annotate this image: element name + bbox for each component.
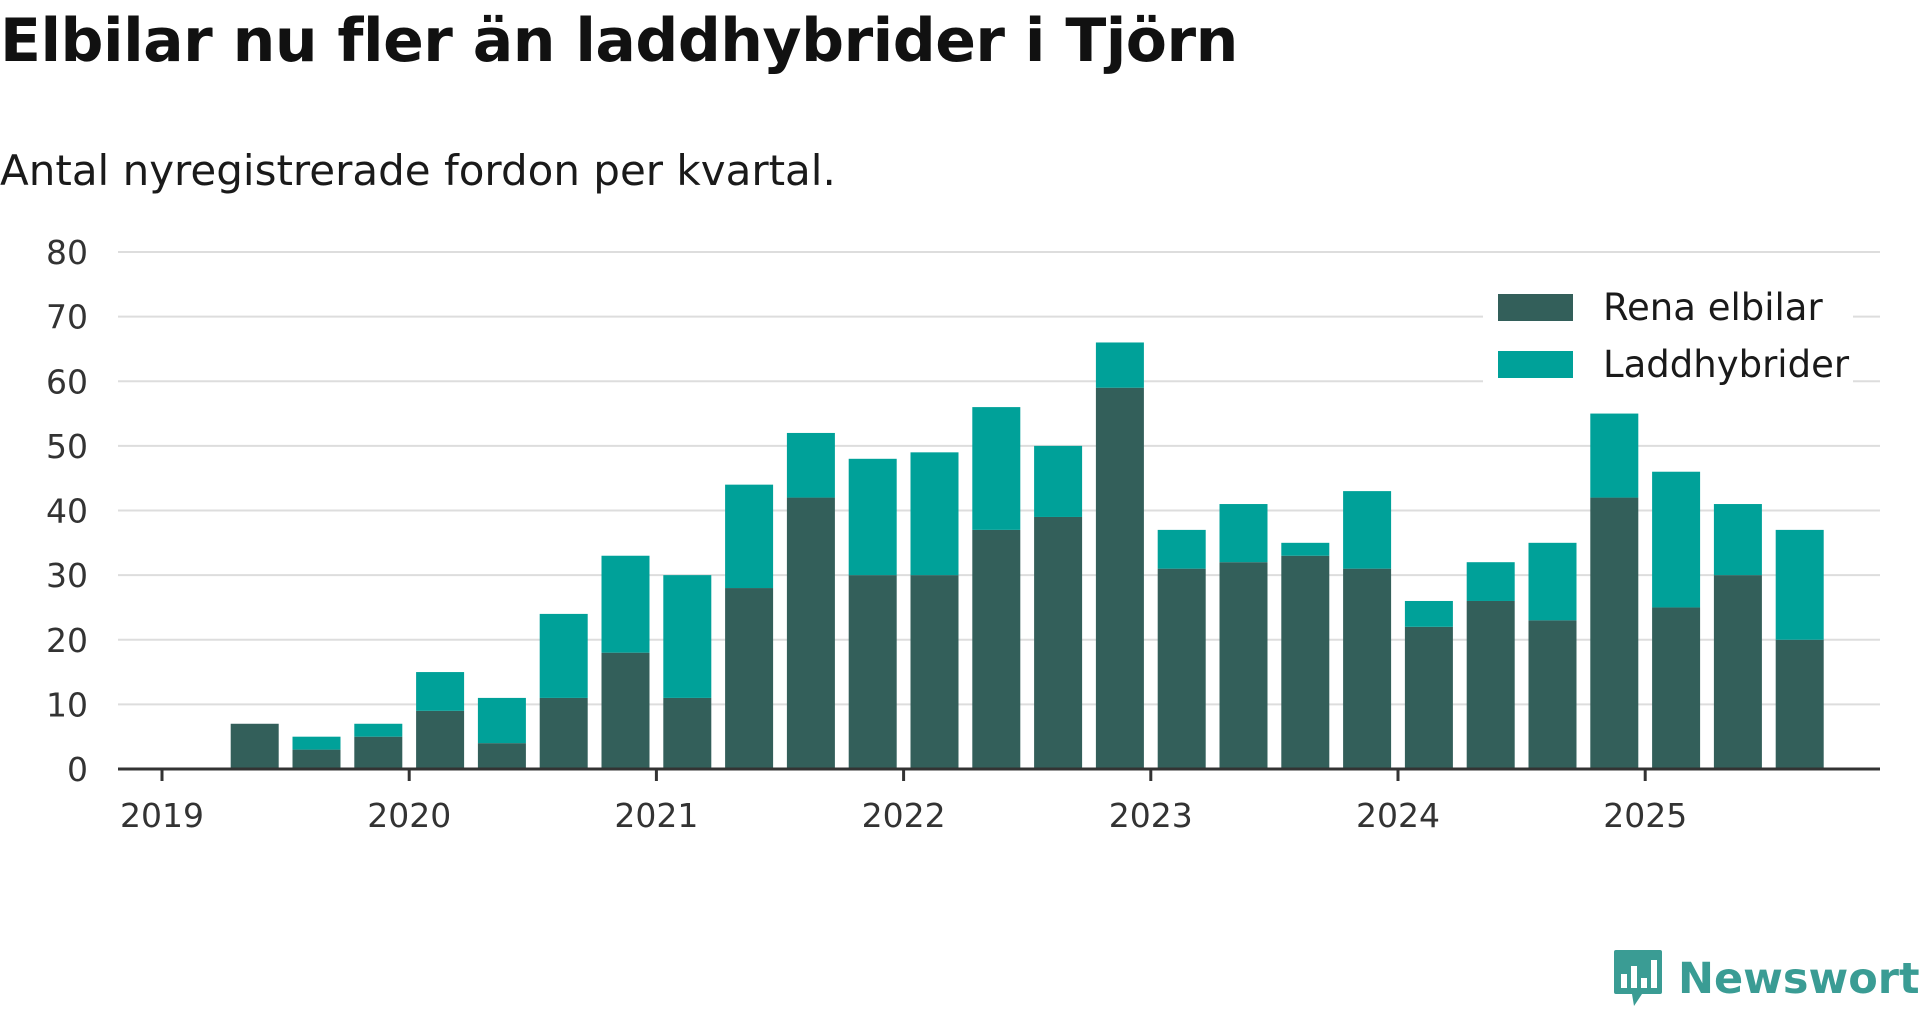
bar-laddhybrider-2022-q3	[1034, 445, 1083, 517]
bar-rena-elbilar-2022-q2	[972, 529, 1021, 769]
bar-rena-elbilar-2023-q1	[1157, 568, 1206, 769]
x-tick-label: 2023	[1109, 796, 1193, 835]
y-tick-label: 0	[67, 750, 88, 789]
bar-rena-elbilar-2024-q2	[1466, 600, 1515, 769]
y-tick-label: 30	[46, 556, 88, 595]
bar-rena-elbilar-2019-q3	[292, 749, 341, 769]
bar-laddhybrider-2020-q1	[416, 672, 465, 711]
bar-laddhybrider-2025-q1	[1652, 471, 1701, 608]
bar-rena-elbilar-2020-q1	[416, 710, 465, 769]
bar-laddhybrider-2025-q2	[1713, 504, 1762, 576]
bar-chart-speech-icon	[1614, 950, 1662, 1006]
legend-label-laddhybrider: Laddhybrider	[1603, 343, 1850, 386]
bar-laddhybrider-2023-q3	[1281, 542, 1330, 556]
axes: 0 10 20 30 40 50 60 70 80 2019 2020 2021 2022 2023 202…	[46, 233, 1880, 835]
x-tick-label: 2020	[367, 796, 451, 835]
bar-laddhybrider-2024-q4	[1590, 413, 1639, 498]
y-tick-label: 40	[46, 492, 88, 531]
bar-laddhybrider-2023-q4	[1343, 491, 1392, 569]
bar-laddhybrider-2020-q2	[477, 697, 526, 744]
bar-rena-elbilar-2023-q3	[1281, 555, 1330, 769]
y-tick-label: 60	[46, 362, 88, 401]
bar-laddhybrider-2019-q4	[354, 723, 403, 737]
bar-rena-elbilar-2019-q4	[354, 736, 403, 769]
bar-rena-elbilar-2025-q2	[1713, 575, 1762, 769]
legend-swatch-rena-elbilar	[1498, 294, 1573, 321]
bar-rena-elbilar-2020-q2	[477, 743, 526, 769]
bar-laddhybrider-2019-q3	[292, 736, 341, 750]
bar-rena-elbilar-2022-q1	[910, 575, 959, 769]
bar-rena-elbilar-2025-q3	[1775, 639, 1824, 769]
bar-rena-elbilar-2021-q3	[786, 497, 835, 769]
bar-rena-elbilar-2022-q3	[1034, 516, 1083, 769]
bar-rena-elbilar-2022-q4	[1095, 387, 1144, 769]
chart-subtitle: Antal nyregistrerade fordon per kvartal.	[0, 146, 836, 195]
bar-laddhybrider-2021-q1	[663, 575, 712, 698]
x-tick-label: 2025	[1603, 796, 1687, 835]
y-tick-label: 50	[46, 427, 88, 466]
bar-laddhybrider-2024-q3	[1528, 542, 1577, 621]
y-tick-label: 20	[46, 621, 88, 660]
bar-laddhybrider-2020-q4	[601, 555, 650, 653]
bar-laddhybrider-2021-q4	[848, 458, 897, 576]
legend-label-rena-elbilar: Rena elbilar	[1603, 286, 1823, 329]
x-tick-label: 2021	[614, 796, 698, 835]
bar-laddhybrider-2025-q3	[1775, 529, 1824, 640]
y-tick-label: 10	[46, 685, 88, 724]
bar-rena-elbilar-2019-q2	[230, 723, 279, 769]
bar-laddhybrider-2020-q3	[539, 613, 588, 698]
brand-name: Newsworthy	[1678, 954, 1920, 1004]
bar-laddhybrider-2021-q2	[725, 484, 774, 589]
x-tick-label: 2019	[120, 796, 204, 835]
bar-rena-elbilar-2023-q4	[1343, 568, 1392, 769]
bar-rena-elbilar-2025-q1	[1652, 607, 1701, 769]
bar-rena-elbilar-2021-q1	[663, 697, 712, 769]
y-tick-label: 80	[46, 233, 88, 272]
x-tick-label: 2022	[862, 796, 946, 835]
bar-rena-elbilar-2020-q3	[539, 697, 588, 769]
bar-rena-elbilar-2020-q4	[601, 652, 650, 769]
bars	[230, 342, 1824, 769]
bar-rena-elbilar-2023-q2	[1219, 562, 1268, 769]
bar-rena-elbilar-2024-q1	[1404, 626, 1453, 769]
y-tick-label: 70	[46, 298, 88, 337]
bar-laddhybrider-2022-q4	[1095, 342, 1144, 388]
brand-logo: Newsworthy	[1612, 948, 1920, 1010]
bar-rena-elbilar-2021-q2	[725, 588, 774, 769]
x-tick-label: 2024	[1356, 796, 1440, 835]
legend: Rena elbilar Laddhybrider	[1483, 278, 1853, 390]
bar-laddhybrider-2023-q2	[1219, 504, 1268, 563]
bar-laddhybrider-2022-q1	[910, 452, 959, 576]
bar-laddhybrider-2023-q1	[1157, 529, 1206, 569]
bar-rena-elbilar-2021-q4	[848, 575, 897, 769]
bar-rena-elbilar-2024-q3	[1528, 620, 1577, 769]
bar-laddhybrider-2021-q3	[786, 432, 835, 498]
bar-laddhybrider-2024-q1	[1404, 600, 1453, 627]
legend-swatch-laddhybrider	[1498, 351, 1573, 378]
bar-rena-elbilar-2024-q4	[1590, 497, 1639, 769]
bar-laddhybrider-2022-q2	[972, 407, 1021, 530]
chart-title: Elbilar nu fler än laddhybrider i Tjörn	[0, 6, 1238, 76]
bar-laddhybrider-2024-q2	[1466, 562, 1515, 601]
